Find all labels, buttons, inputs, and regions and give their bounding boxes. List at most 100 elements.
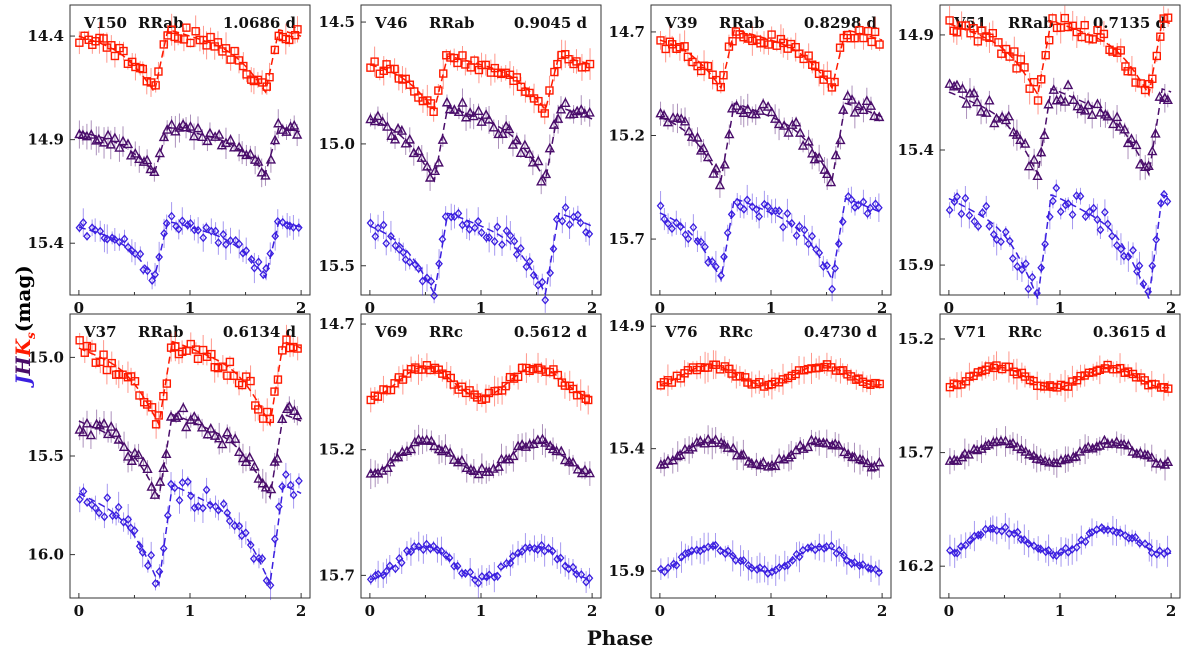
h-point xyxy=(426,435,437,446)
h-point xyxy=(257,477,268,488)
h-point xyxy=(1020,138,1031,148)
j-point xyxy=(1018,265,1026,275)
panel-title-period: 0.6134 d xyxy=(223,323,297,341)
j-point xyxy=(136,249,145,259)
j-point xyxy=(525,256,534,266)
h-point xyxy=(110,427,122,437)
h-point xyxy=(676,113,687,123)
ks-point xyxy=(850,33,859,43)
h-point xyxy=(1087,109,1098,119)
j-point xyxy=(219,499,228,509)
h-point xyxy=(1003,110,1014,121)
h-point xyxy=(260,481,272,492)
ks-point xyxy=(110,51,120,61)
ks-point xyxy=(229,371,238,381)
ks-point xyxy=(82,341,92,351)
j-point xyxy=(775,206,784,216)
ks-point xyxy=(154,67,163,76)
j-point xyxy=(1041,547,1050,557)
panel-title-class: RRc xyxy=(1008,323,1042,341)
ks-point xyxy=(1099,29,1109,39)
h-point xyxy=(1159,459,1171,469)
j-point xyxy=(225,516,234,526)
j-point xyxy=(482,233,491,243)
j-point xyxy=(155,252,164,262)
h-point xyxy=(170,412,182,422)
ks-point xyxy=(759,38,769,47)
ks-point xyxy=(870,27,880,37)
j-point xyxy=(992,235,1001,245)
x-tick-label: 2 xyxy=(296,299,306,317)
h-point xyxy=(440,443,451,454)
j-point xyxy=(847,559,856,569)
ks-point xyxy=(1121,62,1130,71)
h-point xyxy=(662,116,674,127)
h-point xyxy=(1051,457,1062,468)
h-point xyxy=(98,136,110,147)
j-point xyxy=(214,238,223,248)
panel-title-class: RRc xyxy=(719,323,753,341)
ks-point xyxy=(525,88,534,98)
x-tick-label: 1 xyxy=(476,602,486,620)
h-point xyxy=(511,134,522,145)
h-point xyxy=(1119,123,1130,134)
j-point xyxy=(780,561,789,571)
panel-title-star: V76 xyxy=(664,323,698,341)
j-point xyxy=(1109,526,1117,536)
h-point xyxy=(722,442,733,452)
j-point xyxy=(1124,252,1133,262)
j-point xyxy=(1052,183,1061,193)
h-point xyxy=(1062,79,1074,90)
j-point xyxy=(1028,272,1037,282)
ks-point xyxy=(265,414,275,424)
h-point xyxy=(555,103,567,114)
j-point xyxy=(151,579,160,589)
h-point xyxy=(437,134,449,144)
h-point xyxy=(695,144,707,155)
h-point xyxy=(779,120,790,130)
h-point xyxy=(544,142,555,153)
panel-title-star: V71 xyxy=(953,323,987,341)
j-point xyxy=(1088,527,1096,537)
j-point xyxy=(831,263,839,273)
h-point xyxy=(1094,440,1105,450)
j-point xyxy=(178,216,187,226)
h-point xyxy=(229,433,241,443)
ks-point xyxy=(814,363,824,372)
j-point xyxy=(799,545,807,555)
h-point xyxy=(1039,455,1051,466)
h-point xyxy=(433,156,444,167)
ks-point xyxy=(1037,75,1046,84)
fit-curve-J xyxy=(369,212,593,297)
j-point xyxy=(804,543,812,553)
j-point xyxy=(282,470,290,480)
j-point xyxy=(423,273,431,283)
j-point xyxy=(1024,284,1033,294)
j-point xyxy=(577,570,586,580)
j-point xyxy=(435,259,443,269)
panel-title-class: RRab xyxy=(1008,14,1053,32)
j-point xyxy=(453,561,462,571)
panel-title-class: RRab xyxy=(429,14,474,32)
h-point xyxy=(452,456,464,467)
j-point xyxy=(992,525,1001,535)
j-point xyxy=(676,222,685,232)
h-point xyxy=(122,138,134,149)
ks-point xyxy=(470,390,479,399)
x-tick-label: 2 xyxy=(587,299,597,317)
j-point xyxy=(1128,533,1136,543)
h-point xyxy=(1083,441,1094,452)
panel-V71: 0 1 2 15.2 15.7 16.2 V71 RRc 0.3615 d xyxy=(897,313,1181,620)
h-point xyxy=(1079,104,1091,115)
h-point xyxy=(795,127,806,137)
ks-point xyxy=(683,366,693,375)
h-point xyxy=(224,433,235,444)
j-point xyxy=(549,244,558,254)
j-point xyxy=(708,257,717,267)
j-point xyxy=(820,543,829,553)
ks-point xyxy=(370,57,379,66)
j-point xyxy=(712,262,720,272)
fit-curve-H xyxy=(78,413,302,500)
ks-point xyxy=(988,29,998,38)
ks-point xyxy=(490,63,500,73)
